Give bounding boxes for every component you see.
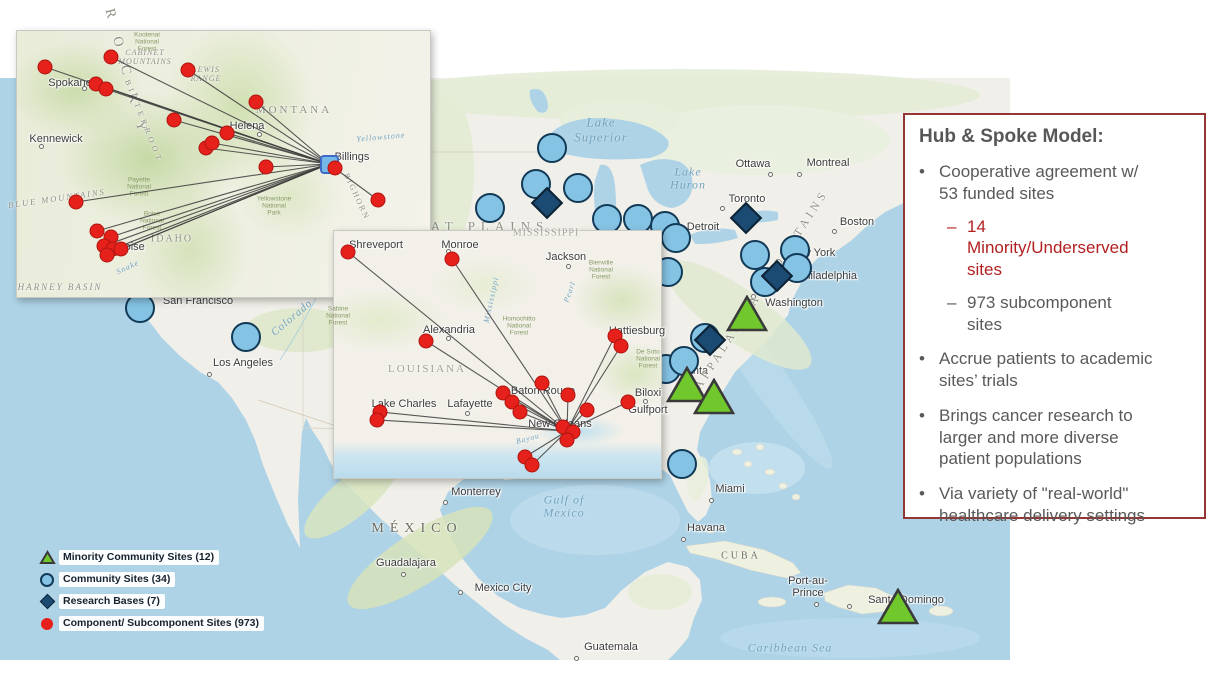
legend-item: Minority Community Sites (12) <box>38 549 264 566</box>
bullet-text: 14 Minority/Underserved sites <box>967 216 1129 280</box>
info-bullet: –14 Minority/Underserved sites <box>947 216 1192 281</box>
legend-label: Minority Community Sites (12) <box>59 550 220 565</box>
legend-item: Component/ Subcomponent Sites (973) <box>38 615 265 632</box>
info-bullet: • Accrue patients to academic sites’ tria… <box>919 348 1192 392</box>
info-bullet: • Cooperative agreement w/ 53 funded site… <box>919 161 1192 205</box>
great-lakes <box>529 89 778 245</box>
info-panel-title: Hub & Spoke Model: <box>919 126 1104 147</box>
legend-label: Community Sites (34) <box>59 572 176 587</box>
legend-marker-diamond-icon <box>38 593 56 610</box>
bullet-marker: • <box>919 484 925 503</box>
bullet-text: Cooperative agreement w/ 53 funded sites <box>939 162 1139 203</box>
legend-marker-circle-icon <box>38 572 56 587</box>
bullet-marker: • <box>919 162 925 181</box>
info-bullet: • Via variety of "real-world" healthcare … <box>919 483 1192 527</box>
map-legend: Minority Community Sites (12) Community S… <box>38 549 265 637</box>
legend-dot-shape <box>41 617 53 630</box>
info-panel: Hub & Spoke Model: • Cooperative agreemen… <box>903 113 1206 525</box>
bullet-marker: • <box>919 405 925 425</box>
legend-label: Component/ Subcomponent Sites (973) <box>59 616 265 631</box>
info-bullet: • Brings cancer research to larger and mo… <box>919 405 1192 470</box>
bullet-text: Accrue patients to academic sites’ trial… <box>939 349 1153 390</box>
legend-marker-dot-icon <box>38 617 56 630</box>
bullet-marker: – <box>947 216 957 236</box>
bullet-text: Via variety of "real-world" healthcare d… <box>939 484 1146 525</box>
legend-circle-shape <box>40 572 54 587</box>
info-bullet: –973 subcomponent sites <box>947 292 1192 336</box>
legend-marker-triangle-icon <box>38 550 56 565</box>
bullet-marker: – <box>947 292 957 312</box>
legend-diamond-shape <box>39 593 55 610</box>
bullet-text: 973 subcomponent sites <box>967 292 1112 334</box>
inset-map-gulf <box>333 230 662 479</box>
bullet-marker: • <box>919 349 925 369</box>
legend-label: Research Bases (7) <box>59 594 165 609</box>
legend-item: Community Sites (34) <box>38 571 264 588</box>
bullet-text: Brings cancer research to larger and mor… <box>939 405 1133 469</box>
info-panel-bullets: • Cooperative agreement w/ 53 funded site… <box>917 161 1192 527</box>
legend-item: Research Bases (7) <box>38 593 264 610</box>
